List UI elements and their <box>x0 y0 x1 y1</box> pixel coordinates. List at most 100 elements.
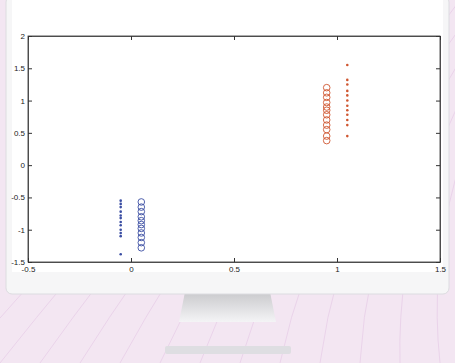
dot-marker <box>346 64 349 67</box>
points <box>119 64 348 256</box>
tick <box>28 36 29 40</box>
tick: 0.5 <box>229 258 241 274</box>
tick: 0 <box>21 161 32 170</box>
tick: 1.5 <box>14 64 32 73</box>
monitor-bezel <box>6 0 449 294</box>
canvas: -0.500.511.5-1.5-1-0.500.511.52 <box>0 0 455 363</box>
monitor-neck <box>179 292 276 322</box>
tick-mark <box>234 36 235 40</box>
tick <box>436 133 440 134</box>
dot-marker <box>346 83 349 86</box>
tick-mark <box>436 133 440 134</box>
x-axis-top <box>29 36 441 40</box>
tick <box>436 36 440 37</box>
tick <box>234 36 235 40</box>
dot-marker <box>119 224 122 227</box>
tick: 0.5 <box>14 129 32 138</box>
tick-mark <box>131 36 132 40</box>
dot-marker <box>119 232 122 235</box>
tick-label: 1 <box>335 265 340 274</box>
dot-marker <box>346 94 349 97</box>
dot-marker <box>346 90 349 93</box>
tick: -0.5 <box>11 193 32 202</box>
tick <box>337 36 338 40</box>
dot-marker <box>346 119 349 122</box>
dot-marker <box>119 235 122 238</box>
dot-marker <box>119 253 122 256</box>
dot-marker <box>346 99 349 102</box>
y-axis: -1.5 -1 -0.5 0 0.5 1 1.5 2 <box>11 32 32 267</box>
tick-mark <box>28 165 32 166</box>
circle-marker <box>138 217 145 224</box>
tick-mark <box>436 197 440 198</box>
tick: 0 <box>129 258 134 274</box>
axis-line <box>440 37 441 263</box>
tick-mark <box>436 230 440 231</box>
tick-label: 1 <box>21 97 26 106</box>
tick-label: 0.5 <box>229 265 241 274</box>
tick-label: 0 <box>129 265 134 274</box>
tick-mark <box>28 197 32 198</box>
dot-marker <box>119 217 122 220</box>
tick-mark <box>234 258 235 262</box>
tick-label: -1.5 <box>11 258 25 267</box>
tick-mark <box>28 262 32 263</box>
tick-mark <box>28 230 32 231</box>
tick: 1 <box>21 97 32 106</box>
tick <box>436 68 440 69</box>
tick-label: 0 <box>21 161 26 170</box>
tick-mark <box>28 36 29 40</box>
dot-marker <box>119 214 122 217</box>
tick-label: 1.5 <box>435 265 447 274</box>
dot-marker <box>346 109 349 112</box>
series <box>323 84 330 144</box>
tick <box>436 262 440 263</box>
tick-mark <box>28 68 32 69</box>
series <box>119 199 122 255</box>
monitor-screen <box>12 0 443 272</box>
x-axis: -0.500.511.5 <box>22 258 447 274</box>
circle-marker <box>138 221 145 228</box>
dot-marker <box>119 206 122 209</box>
tick-mark <box>436 165 440 166</box>
axis-line <box>28 37 29 263</box>
dot-marker <box>119 210 122 213</box>
dot-marker <box>119 199 122 202</box>
tick-mark <box>436 68 440 69</box>
dot-marker <box>119 221 122 224</box>
tick-label: 0.5 <box>14 129 26 138</box>
tick-mark <box>436 262 440 263</box>
tick-mark <box>436 101 440 102</box>
dot-marker <box>119 203 122 206</box>
dot-marker <box>346 124 349 127</box>
dot-marker <box>346 113 349 116</box>
tick: 1 <box>335 258 340 274</box>
tick <box>436 101 440 102</box>
dot-marker <box>346 104 349 107</box>
tick: -1.5 <box>11 258 32 267</box>
tick-mark <box>436 36 440 37</box>
tick-mark <box>337 36 338 40</box>
tick-mark <box>28 101 32 102</box>
dot-marker <box>119 228 122 231</box>
series <box>346 64 349 138</box>
tick-label: 2 <box>21 32 26 41</box>
tick-mark <box>337 258 338 262</box>
tick <box>436 230 440 231</box>
background <box>0 0 455 363</box>
axis-line <box>29 262 441 263</box>
tick-label: 1.5 <box>14 64 26 73</box>
circle-marker <box>323 133 330 140</box>
tick: -1 <box>18 226 32 235</box>
dot-marker <box>346 79 349 82</box>
tick-mark <box>28 133 32 134</box>
plot-frame <box>28 36 440 262</box>
circle-marker <box>138 214 145 221</box>
circle-marker <box>138 244 145 251</box>
tick <box>436 165 440 166</box>
circle-marker <box>323 84 330 91</box>
dot-marker <box>346 135 349 138</box>
tick-mark <box>131 258 132 262</box>
tick <box>436 197 440 198</box>
tick <box>131 36 132 40</box>
